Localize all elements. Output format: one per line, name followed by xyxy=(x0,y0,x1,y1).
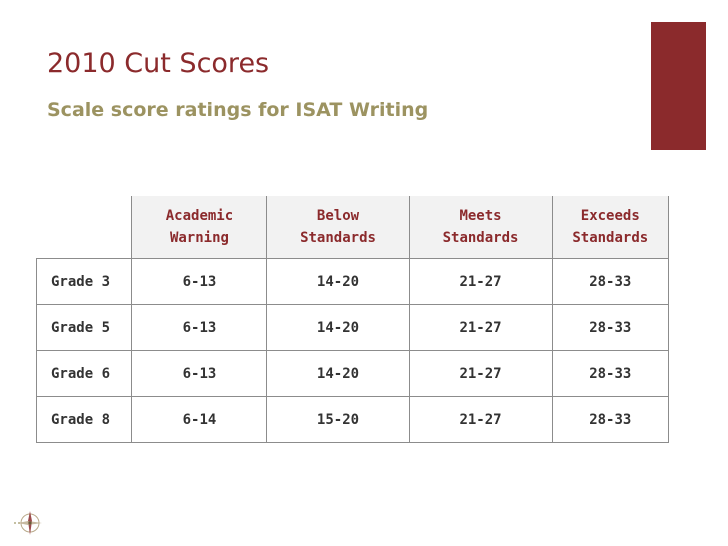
score-cell: 21-27 xyxy=(408,258,553,305)
score-cell: 15-20 xyxy=(266,396,410,443)
header-label-line: Standards xyxy=(442,230,519,246)
score-cell: 14-20 xyxy=(266,258,410,305)
header-academic-warning: Academic Warning xyxy=(131,196,268,259)
slide-title: 2010 Cut Scores xyxy=(47,48,270,79)
score-cell: 6-13 xyxy=(131,350,268,397)
header-label-line: Standards xyxy=(572,230,649,246)
table-row: Grade 6 6-13 14-20 21-27 28-33 xyxy=(35,350,670,397)
score-cell: 14-20 xyxy=(266,304,410,351)
table-header-row: Academic Warning Below Standards Meets Stan… xyxy=(37,196,670,259)
table-row: Grade 8 6-14 15-20 21-27 28-33 xyxy=(35,396,670,443)
score-cell: 28-33 xyxy=(551,350,670,397)
header-label-line: Academic xyxy=(165,208,234,224)
cut-scores-table: Academic Warning Below Standards Meets Stan… xyxy=(35,196,670,443)
grade-label: Grade 3 xyxy=(35,258,133,305)
header-below-standards: Below Standards xyxy=(266,196,410,259)
header-label-line: Exceeds xyxy=(580,208,640,224)
score-cell: 14-20 xyxy=(266,350,410,397)
grade-label: Grade 5 xyxy=(35,304,133,351)
accent-bar xyxy=(651,22,706,150)
score-cell: 21-27 xyxy=(408,304,553,351)
header-corner-cell xyxy=(37,196,132,259)
header-label-line: Standards xyxy=(300,230,376,246)
score-cell: 28-33 xyxy=(551,258,670,305)
compass-logo-icon xyxy=(14,511,42,535)
table-row: Grade 5 6-13 14-20 21-27 28-33 xyxy=(35,304,670,351)
score-cell: 21-27 xyxy=(408,396,553,443)
score-cell: 28-33 xyxy=(551,304,670,351)
header-meets-standards: Meets Standards xyxy=(408,196,553,259)
header-label-line: Warning xyxy=(169,230,229,246)
header-exceeds-standards: Exceeds Standards xyxy=(551,196,670,259)
score-cell: 28-33 xyxy=(551,396,670,443)
table-row: Grade 3 6-13 14-20 21-27 28-33 xyxy=(35,258,670,305)
slide-subtitle: Scale score ratings for ISAT Writing xyxy=(47,99,429,121)
score-cell: 21-27 xyxy=(408,350,553,397)
grade-label: Grade 6 xyxy=(35,350,133,397)
score-cell: 6-14 xyxy=(131,396,268,443)
score-cell: 6-13 xyxy=(131,304,268,351)
score-cell: 6-13 xyxy=(131,258,268,305)
header-label-line: Meets xyxy=(459,208,502,224)
grade-label: Grade 8 xyxy=(35,396,133,443)
header-label-line: Below xyxy=(316,208,360,224)
